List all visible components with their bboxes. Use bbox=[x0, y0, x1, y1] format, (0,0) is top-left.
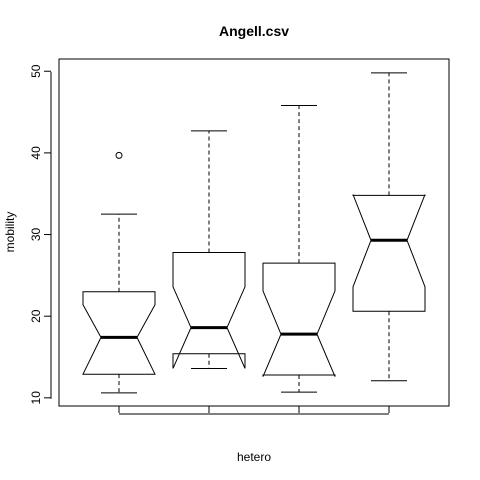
box-body bbox=[262, 262, 336, 377]
y-tick-label: 50 bbox=[29, 64, 43, 78]
chart-title: Angell.csv bbox=[219, 23, 289, 39]
box-group-3 bbox=[262, 105, 336, 393]
y-tick-label: 40 bbox=[29, 146, 43, 160]
box-body bbox=[82, 291, 156, 375]
y-tick-label: 30 bbox=[29, 228, 43, 242]
x-axis-label: hetero bbox=[237, 450, 271, 464]
x-axis bbox=[118, 406, 390, 413]
y-axis: 10 20 30 40 50 bbox=[29, 64, 51, 404]
box-group-4 bbox=[352, 72, 426, 382]
box-body bbox=[352, 194, 426, 312]
box-group-2 bbox=[172, 130, 246, 369]
box-group-1 bbox=[82, 151, 156, 394]
y-tick-label: 20 bbox=[29, 309, 43, 323]
y-axis-label: mobility bbox=[3, 212, 17, 253]
plot-frame bbox=[58, 58, 450, 407]
outlier-point bbox=[115, 151, 123, 159]
y-tick-label: 10 bbox=[29, 391, 43, 405]
box-body bbox=[172, 252, 246, 369]
plot-area bbox=[82, 72, 426, 394]
